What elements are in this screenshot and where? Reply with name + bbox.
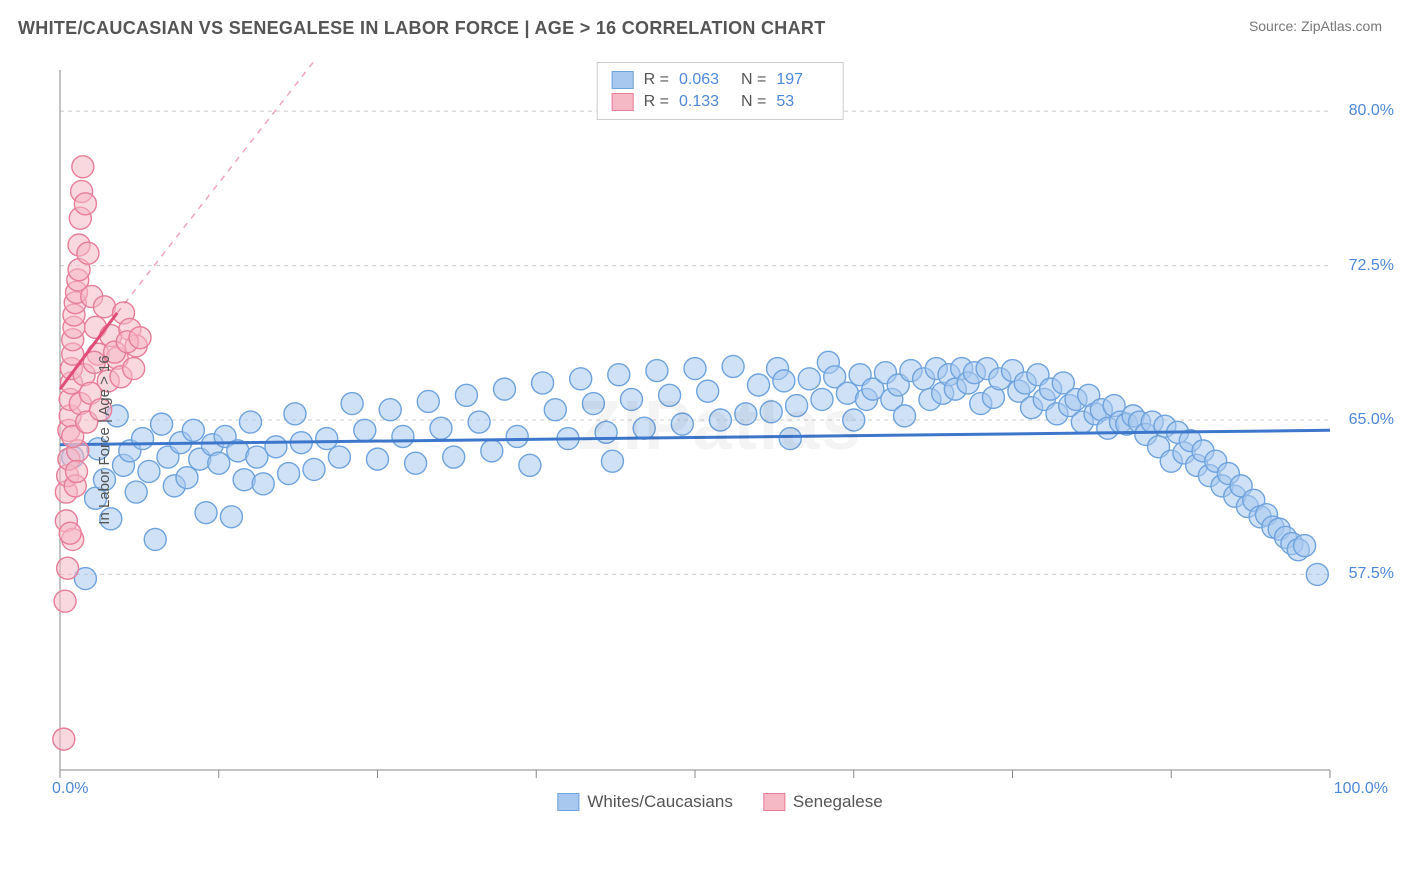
series-legend-item: Whites/Caucasians	[557, 792, 733, 812]
legend-swatch	[612, 93, 634, 111]
y-axis-tick-label: 72.5%	[1349, 257, 1394, 275]
x-axis-min-label: 0.0%	[52, 780, 88, 798]
scatter-chart-svg	[50, 60, 1390, 820]
y-axis-tick-label: 65.0%	[1349, 411, 1394, 429]
legend-swatch	[557, 793, 579, 811]
correlation-legend-box: R = 0.063 N = 197 R = 0.133 N = 53	[597, 62, 844, 120]
chart-title: WHITE/CAUCASIAN VS SENEGALESE IN LABOR F…	[18, 18, 826, 39]
legend-n-label: N =	[741, 93, 766, 111]
legend-r-label: R =	[644, 71, 669, 89]
series-legend-label: Whites/Caucasians	[587, 792, 733, 812]
x-axis-max-label: 100.0%	[1334, 780, 1388, 798]
y-axis-tick-label: 80.0%	[1349, 102, 1394, 120]
series-legend: Whites/Caucasians Senegalese	[557, 792, 882, 812]
chart-area: In Labor Force | Age > 16 ZIPatlas R =0.…	[50, 60, 1390, 820]
legend-row: R = 0.063 N = 197	[612, 69, 829, 91]
legend-r-label: R =	[644, 93, 669, 111]
y-axis-label: In Labor Force | Age > 16	[96, 355, 113, 524]
legend-n-label: N =	[741, 71, 766, 89]
legend-r-value: 0.133	[679, 93, 731, 111]
legend-swatch	[763, 793, 785, 811]
chart-source: Source: ZipAtlas.com	[1249, 18, 1382, 34]
series-legend-item: Senegalese	[763, 792, 883, 812]
legend-r-value: 0.063	[679, 71, 731, 89]
legend-n-value: 53	[776, 93, 828, 111]
legend-row: R = 0.133 N = 53	[612, 91, 829, 113]
series-legend-label: Senegalese	[793, 792, 883, 812]
legend-n-value: 197	[776, 71, 828, 89]
legend-swatch	[612, 71, 634, 89]
y-axis-tick-label: 57.5%	[1349, 565, 1394, 583]
